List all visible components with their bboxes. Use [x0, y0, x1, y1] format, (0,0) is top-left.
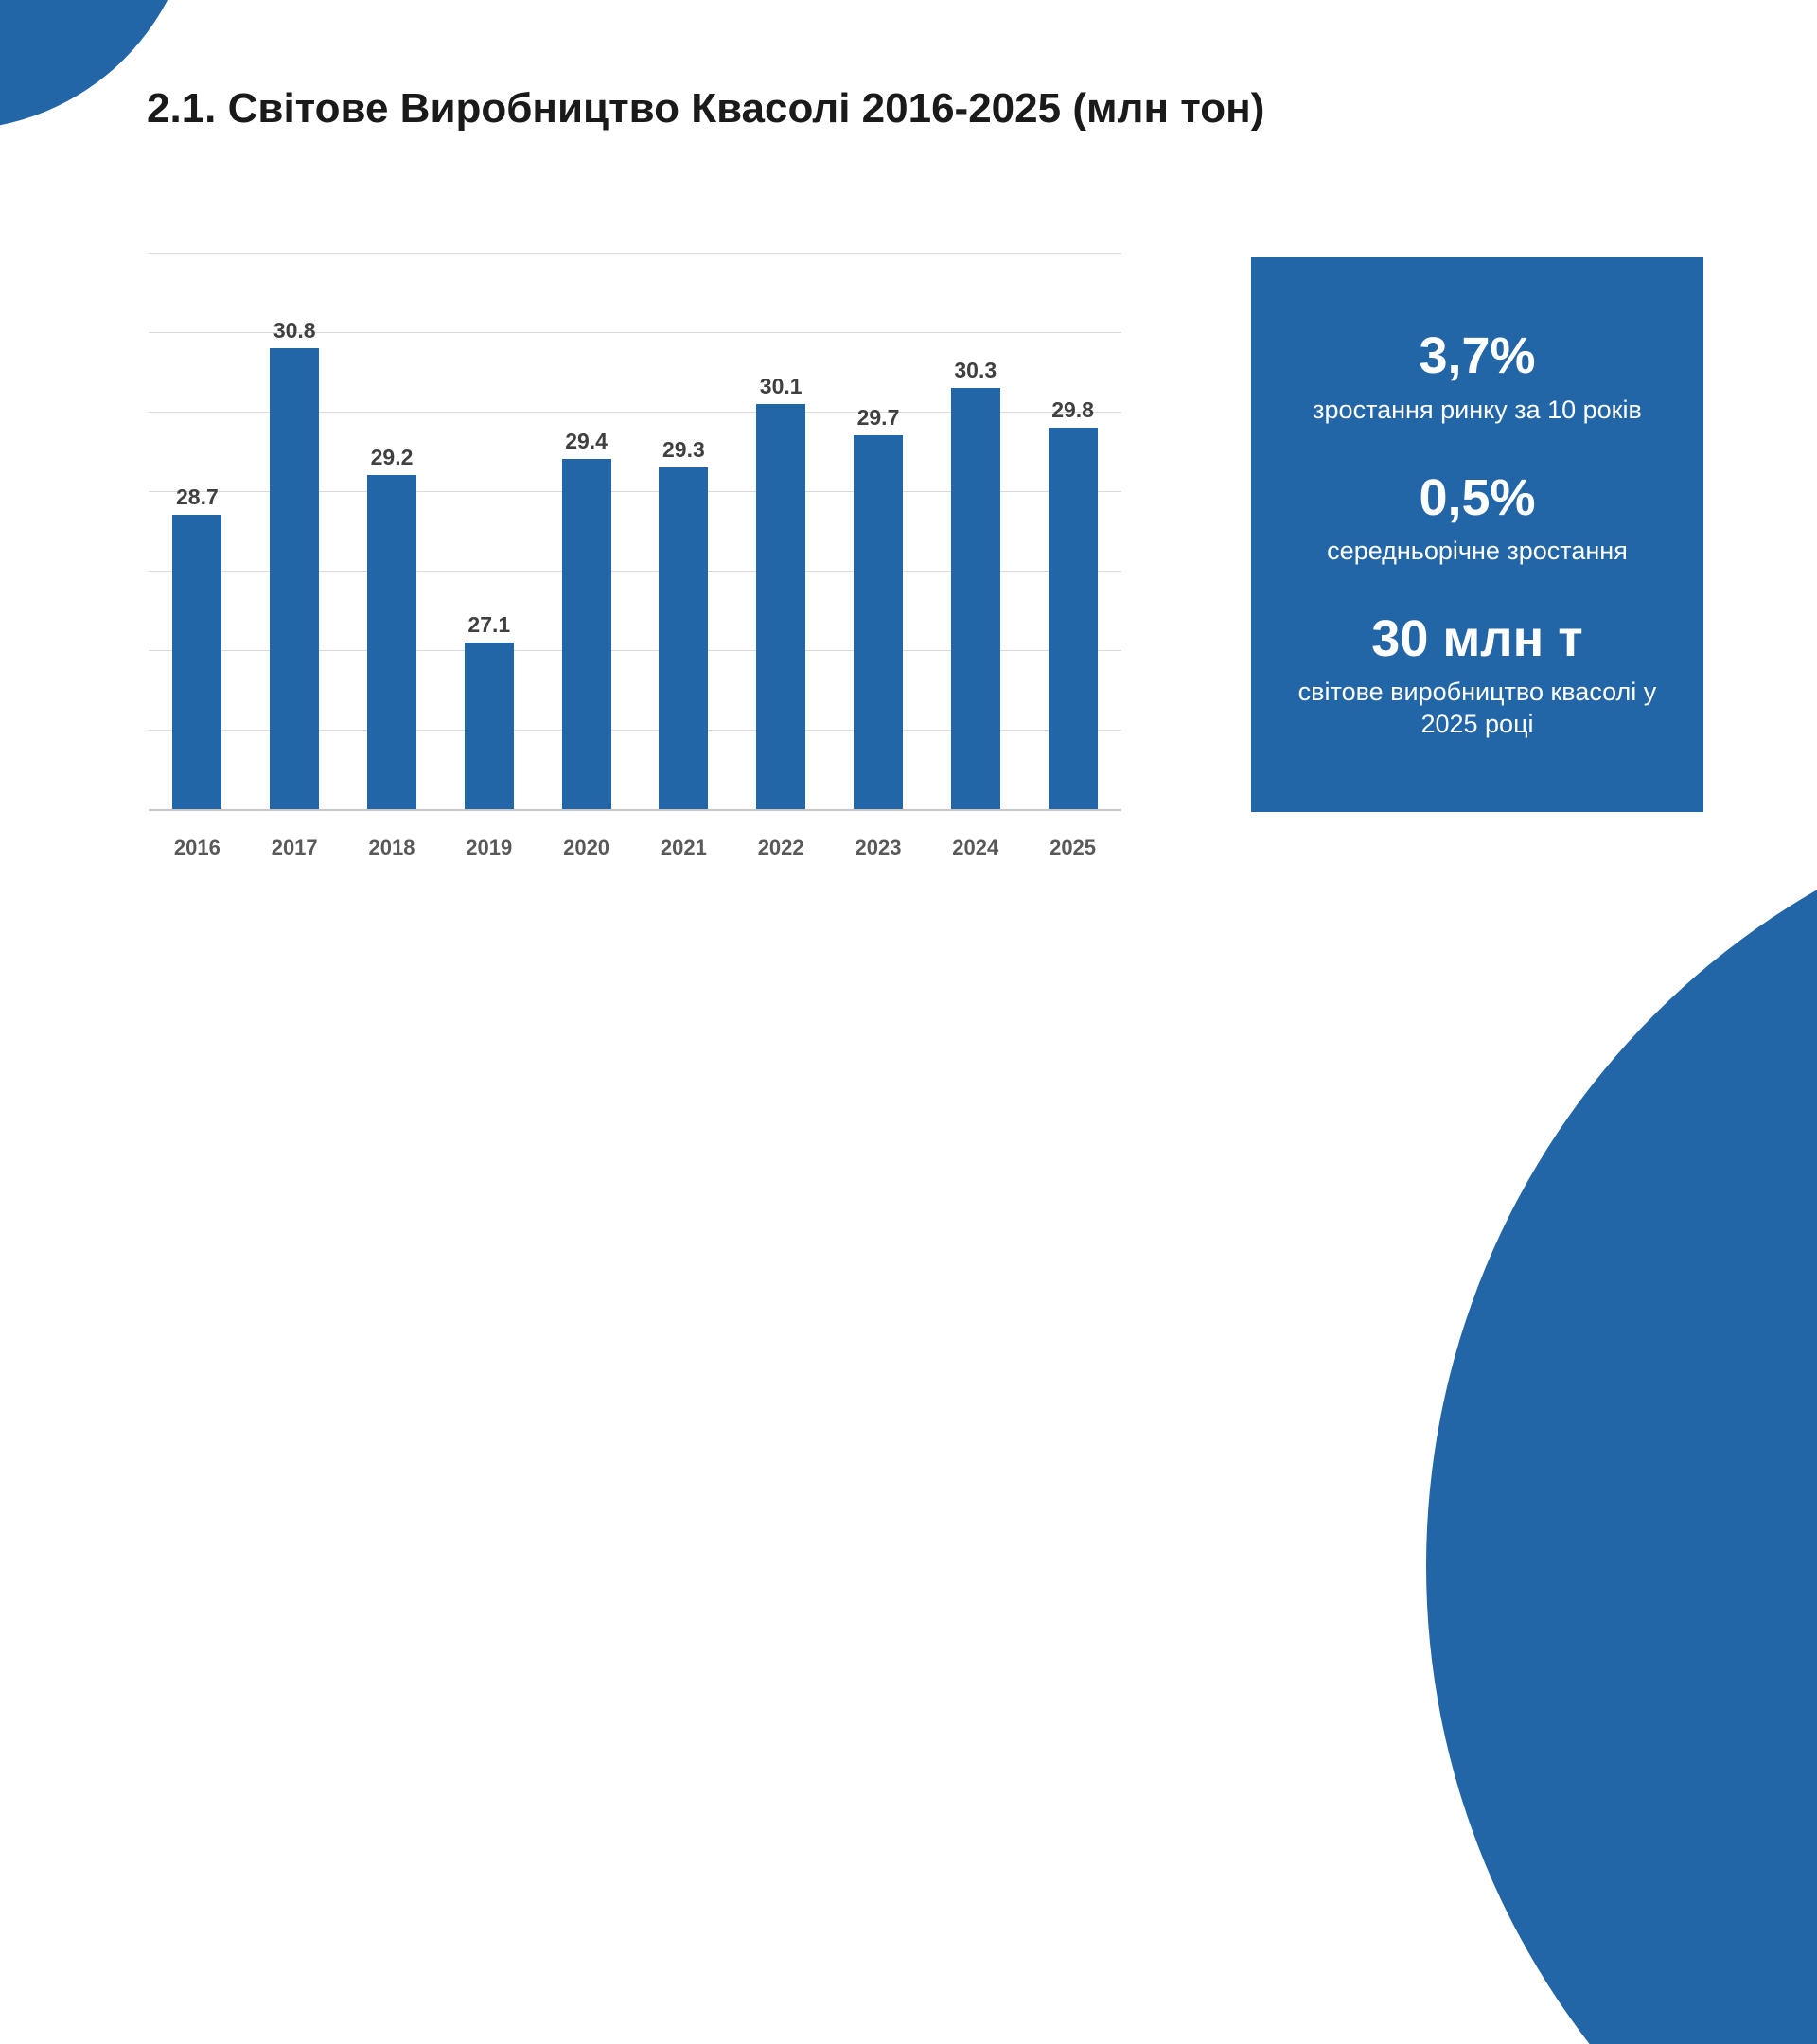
gridline	[149, 253, 1121, 254]
x-axis-label: 2019	[466, 836, 513, 859]
bar-2023	[853, 435, 903, 809]
gridline	[149, 571, 1121, 572]
bar-slot-2021: 29.3 2021	[635, 253, 732, 858]
bar-2018	[366, 475, 416, 809]
x-axis-label: 2018	[368, 836, 415, 859]
stat-value: 0,5%	[1419, 468, 1536, 526]
bar-2021	[659, 467, 709, 809]
bar-value-label: 27.1	[467, 611, 511, 637]
bar-2016	[172, 515, 222, 809]
stat-label: середньорічне зростання	[1327, 536, 1628, 565]
bar-slot-2018: 29.2 2018	[344, 253, 441, 858]
stat-label: зростання ринку за 10 років	[1313, 395, 1642, 424]
bar-value-label: 29.7	[856, 405, 900, 431]
bar-slot-2017: 30.8 2017	[246, 253, 344, 858]
bar-value-label: 29.2	[370, 445, 414, 470]
bar-2017	[270, 347, 320, 809]
x-axis-label: 2016	[173, 836, 221, 859]
bar-slot-2019: 27.1 2019	[440, 253, 538, 858]
bar-2024	[950, 387, 1000, 809]
bar-value-label: 29.4	[565, 429, 608, 454]
bar-chart: 28.7 2016 30.8 2017 29.2 2018 27.1 2019 29.4 2020…	[149, 253, 1121, 858]
x-axis-label: 2017	[271, 836, 318, 859]
stat-value: 3,7%	[1419, 327, 1536, 385]
gridline	[149, 730, 1121, 731]
x-axis-label: 2023	[855, 836, 902, 859]
stats-panel: 3,7% зростання ринку за 10 років 0,5% се…	[1251, 257, 1703, 812]
gridline	[149, 650, 1121, 651]
stat-label: світове виробництво квасолі у 2025 році	[1297, 678, 1657, 738]
gridline	[149, 412, 1121, 413]
bar-value-label: 30.8	[273, 317, 316, 343]
stat-world-production: 30 млн т світове виробництво квасолі у 2…	[1268, 609, 1686, 741]
bar-slot-2020: 29.4 2020	[538, 253, 635, 858]
gridline	[149, 332, 1121, 333]
bar-2022	[756, 403, 806, 809]
bar-2020	[561, 459, 611, 809]
gridline	[149, 491, 1121, 492]
bar-2025	[1048, 427, 1098, 809]
bar-slot-2016: 28.7 2016	[149, 253, 246, 858]
x-axis-label: 2025	[1050, 836, 1097, 859]
bar-slot-2024: 30.3 2024	[926, 253, 1024, 858]
x-axis-label: 2022	[757, 836, 804, 859]
bar-slot-2025: 29.8 2025	[1024, 253, 1121, 858]
bar-value-label: 30.3	[954, 357, 997, 382]
bar-2019	[464, 642, 514, 809]
x-axis-label: 2021	[660, 836, 707, 859]
stat-market-growth: 3,7% зростання ринку за 10 років	[1313, 328, 1642, 426]
bar-slot-2022: 30.1 2022	[732, 253, 830, 858]
x-axis-label: 2020	[563, 836, 610, 859]
bar-slot-2023: 29.7 2023	[830, 253, 927, 858]
bar-value-label: 28.7	[176, 485, 219, 510]
bar-value-label: 29.8	[1051, 396, 1094, 422]
stat-annual-growth: 0,5% середньорічне зростання	[1327, 468, 1628, 568]
bar-value-label: 30.1	[759, 373, 803, 398]
bar-value-label: 29.3	[662, 436, 705, 462]
x-axis-label: 2024	[952, 836, 999, 859]
bar-series: 28.7 2016 30.8 2017 29.2 2018 27.1 2019 29.4 2020…	[149, 253, 1121, 858]
corner-decoration-bottom-right	[1426, 785, 1817, 2044]
slide-title: 2.1. Світове Виробництво Квасолі 2016-20…	[147, 85, 1265, 132]
stat-value: 30 млн т	[1371, 609, 1583, 667]
